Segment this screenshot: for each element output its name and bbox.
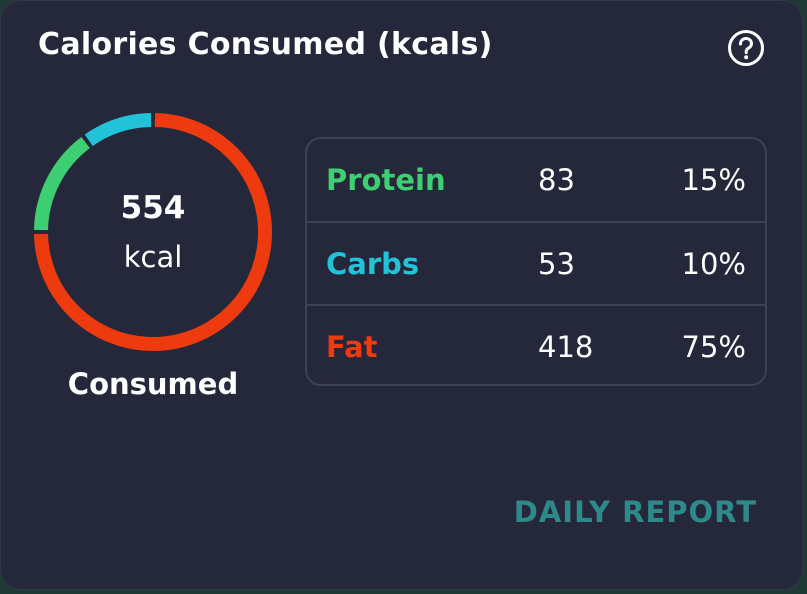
question-circle-icon[interactable] [727,29,765,67]
macro-grams: 418 [538,330,594,364]
macro-row-carbs: Carbs 53 10% [307,221,765,305]
macro-row-protein: Protein 83 15% [307,139,765,221]
consumed-label: Consumed [67,367,239,401]
macro-name: Carbs [326,247,420,281]
ring-segment-carbs [84,113,152,147]
calorie-ring-chart [34,113,272,351]
card-title: Calories Consumed (kcals) [38,27,493,62]
daily-report-link[interactable]: DAILY REPORT [513,495,757,529]
macro-table: Protein 83 15% Carbs 53 10% Fat 418 75% [305,137,767,386]
macro-name: Protein [326,163,446,197]
macro-row-fat: Fat 418 75% [307,304,765,384]
ring-segment-fat [34,113,272,351]
macro-grams: 83 [538,163,575,197]
macro-grams: 53 [538,247,575,281]
macro-percent: 15% [681,163,746,197]
calories-unit: kcal [123,240,183,274]
macro-percent: 75% [681,330,746,364]
macro-percent: 10% [681,247,746,281]
macro-name: Fat [326,330,378,364]
calories-total: 554 [120,190,186,226]
ring-segment-protein [34,136,90,231]
